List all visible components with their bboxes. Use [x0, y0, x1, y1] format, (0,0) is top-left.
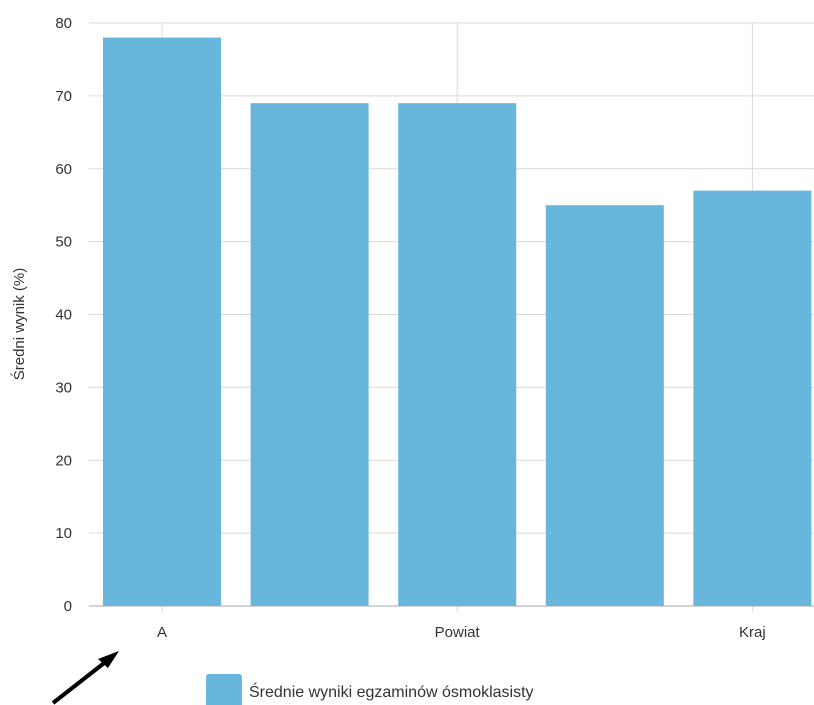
y-tick-label: 60	[55, 161, 72, 178]
legend: Średnie wyniki egzaminów ósmoklasisty	[206, 674, 534, 705]
y-tick-label: 10	[55, 525, 72, 542]
y-tick-label: 20	[55, 452, 72, 469]
legend-swatch	[206, 674, 242, 705]
x-tick-label: Kraj	[739, 624, 766, 641]
y-axis-title: Średni wynik (%)	[10, 268, 28, 381]
bar	[398, 103, 517, 606]
y-axis: 0 10 20 30 40 50 60 70 80	[55, 15, 72, 615]
arrow-line	[51, 658, 110, 705]
bars	[103, 37, 812, 607]
bar	[693, 190, 812, 607]
y-tick-label: 0	[64, 598, 72, 615]
legend-label: Średnie wyniki egzaminów ósmoklasisty	[249, 682, 534, 701]
y-tick-label: 70	[55, 88, 72, 105]
bar	[545, 205, 664, 606]
arrow-head	[98, 651, 119, 668]
x-axis: A Powiat Kraj	[89, 605, 814, 641]
bar	[103, 37, 221, 606]
bar	[250, 103, 369, 606]
x-tick-label: Powiat	[435, 624, 481, 641]
arrow-annotation	[51, 651, 119, 705]
y-tick-label: 30	[55, 379, 72, 396]
x-tick-label: A	[157, 624, 167, 641]
y-tick-label: 50	[55, 234, 72, 251]
y-tick-label: 40	[55, 307, 72, 324]
y-tick-label: 80	[55, 15, 72, 32]
